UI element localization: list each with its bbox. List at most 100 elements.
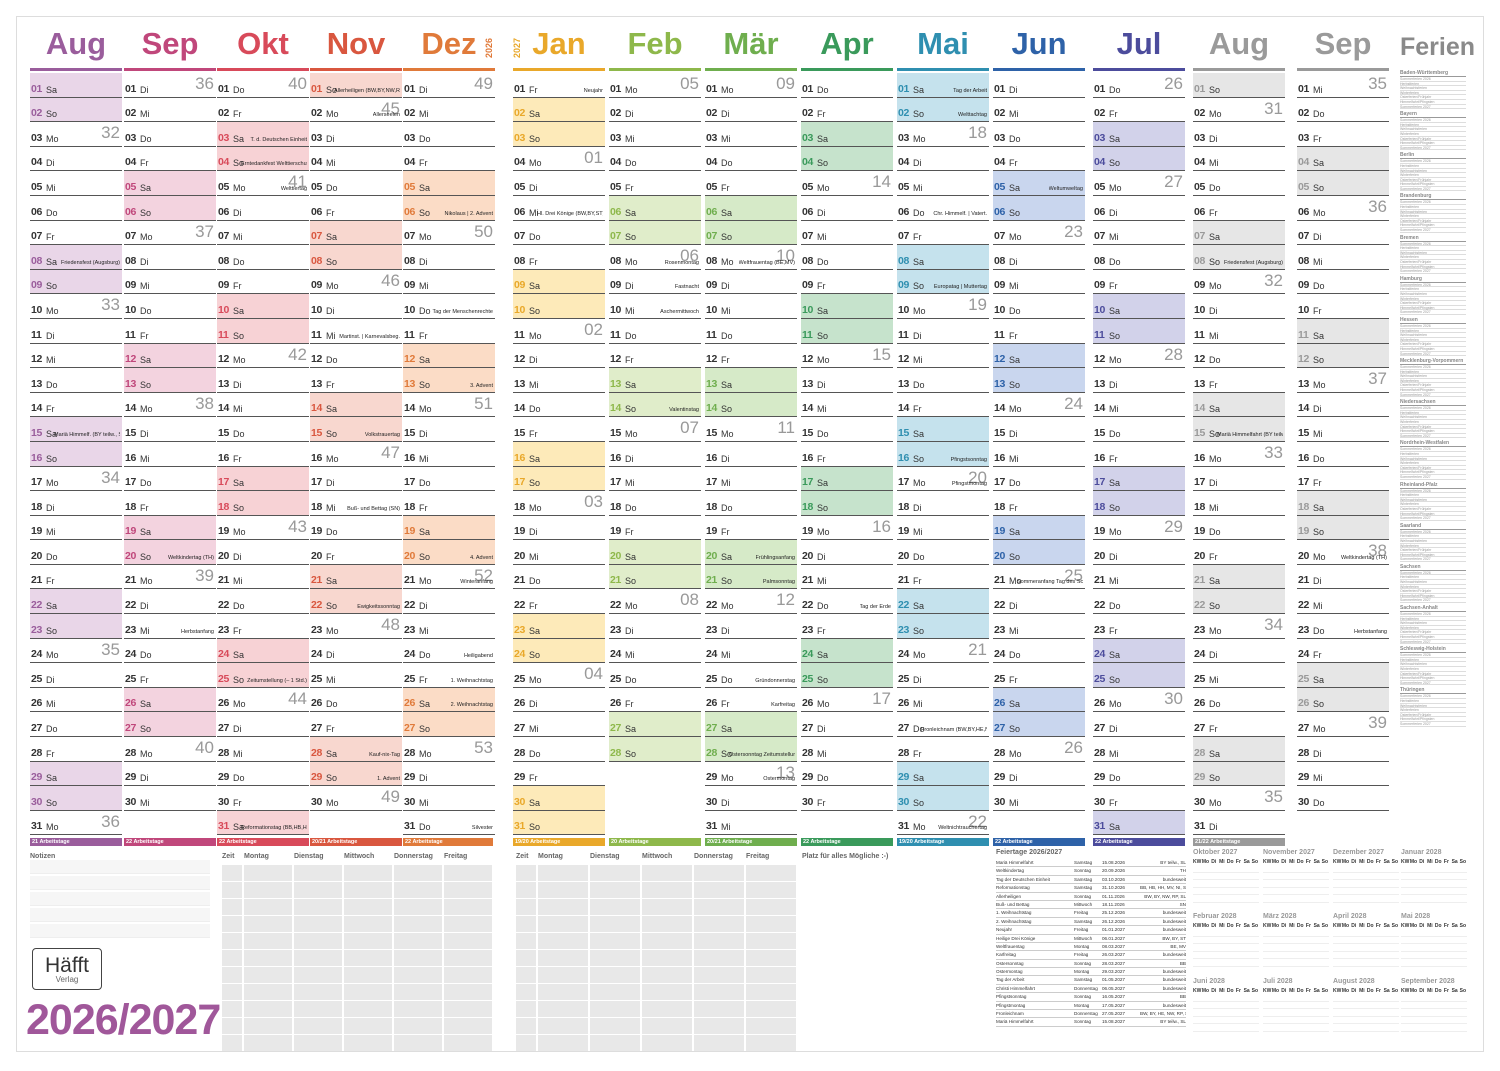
day-row: 31 Mi <box>705 811 797 836</box>
mini-calendar-cell <box>1234 931 1243 937</box>
day-row: 29 Sa <box>897 761 989 787</box>
holiday-label: Kauf-nix-Tag <box>369 751 400 758</box>
mini-calendar-cell <box>1279 897 1288 903</box>
mini-calendar-cell <box>1434 1026 1443 1032</box>
weekday-label: Di <box>625 109 634 120</box>
schedule-cell <box>746 1034 796 1051</box>
workdays-bar: 19/20 Arbeitstage <box>513 838 605 846</box>
day-number: 04 <box>404 156 416 169</box>
day-number: 10 <box>610 303 622 316</box>
day-number: 25 <box>31 672 43 685</box>
day-row: 29 Di <box>403 762 495 787</box>
weekday-label: Fr <box>233 797 242 808</box>
day-number: 08 <box>1298 254 1310 267</box>
mini-calendar-cell <box>1409 874 1418 880</box>
day-row: 08 Mi <box>1297 245 1389 270</box>
weekday-label: So <box>233 674 245 685</box>
weekday-label: Di <box>1109 379 1118 390</box>
mini-calendar-title: Februar 2028 <box>1193 913 1237 920</box>
feiertag-cell: Reformationstag <box>996 885 1030 891</box>
ferien-row: Sommerferien 2026 <box>1400 118 1466 123</box>
day-number: 07 <box>610 230 622 243</box>
weekday-label: Di <box>529 527 538 538</box>
day-number: 10 <box>994 303 1006 316</box>
day-number: 04 <box>218 156 230 169</box>
week-number: 08 <box>680 590 699 610</box>
note-line <box>30 860 210 874</box>
mini-calendar-head: Mo <box>1409 988 1418 994</box>
weekday-label: Mo <box>140 232 153 243</box>
mini-calendar-cell <box>1417 1018 1426 1024</box>
weekday-label: Sa <box>1209 404 1221 415</box>
day-row: 05 Mo 27 <box>1093 171 1185 196</box>
day-number: 04 <box>994 156 1006 169</box>
mini-calendar-cell <box>1417 931 1426 937</box>
ferien-row: Sommerferien 2026 <box>1400 653 1466 658</box>
ferien-row: Herbstferien <box>1400 658 1466 663</box>
day-row: 19 Di <box>513 516 605 541</box>
day-row: 14 Do <box>513 393 605 418</box>
week-number: 36 <box>1368 196 1387 216</box>
mini-calendar-cell <box>1357 1026 1367 1032</box>
workdays-bar: 20/21 Arbeitstage <box>705 838 797 846</box>
day-row: 22 Sa <box>30 589 122 615</box>
feiertag-cell: Samstag <box>1074 860 1093 865</box>
workdays-bar: 22 Arbeitstage <box>993 838 1085 846</box>
mini-calendar-cell <box>1450 867 1459 873</box>
weekday-label: Fr <box>721 527 730 538</box>
holiday-label: Welttachtag <box>958 112 987 119</box>
day-number: 09 <box>706 279 718 292</box>
day-row: 11 So <box>801 318 893 344</box>
mini-calendar-cell <box>1357 897 1367 903</box>
feiertag-row: Christi Himmelfahrt Donnerstag 06.05.2027 b… <box>996 985 1186 994</box>
mini-calendar-cell <box>1349 953 1358 959</box>
day-number: 09 <box>404 279 416 292</box>
weekday-label: Mi <box>140 109 150 120</box>
mini-calendar-cell <box>1341 867 1350 873</box>
mini-calendar-grid: KW Mo Di Mi Do Fr Sa So <box>1401 988 1467 1032</box>
mini-calendar-cell <box>1349 931 1358 937</box>
feiertag-cell: Sonntag <box>1074 960 1092 966</box>
mini-calendar-cell <box>1250 996 1259 1002</box>
ferien-states: Baden-Württemberg Sommerferien 2026 Herbst… <box>1400 70 1466 727</box>
mini-calendar-cell <box>1382 1011 1391 1017</box>
day-row: 12 Sa <box>124 343 216 369</box>
mini-calendar-cell <box>1271 946 1280 952</box>
weekday-label: Di <box>625 625 634 636</box>
holiday-label: Hl. Drei Könige (BW,BY,ST) <box>537 210 603 217</box>
haefft-logo: Häfft Verlag <box>32 948 102 990</box>
mini-calendar: September 2028 KW Mo Di Mi Do Fr Sa So <box>1401 978 1467 1032</box>
schedule-cell <box>590 1017 640 1034</box>
ferien-row: Sommerferien 2026 <box>1400 489 1466 494</box>
weekday-label: So <box>46 281 58 292</box>
mini-calendar-head: Mi <box>1289 923 1295 929</box>
mini-calendar-cell <box>1226 889 1235 895</box>
day-number: 12 <box>898 353 910 366</box>
day-number: 23 <box>1094 623 1106 636</box>
weekday-label: Di <box>326 305 335 316</box>
mini-calendar-title: August 2028 <box>1333 978 1375 985</box>
mini-calendar-head: KW <box>1263 859 1272 865</box>
mini-calendar-cell <box>1390 1003 1399 1009</box>
mini-calendar-cell <box>1263 1003 1272 1009</box>
ferien-row: Herbstferien <box>1400 699 1466 704</box>
weekday-label: Mi <box>419 797 429 808</box>
day-number: 24 <box>1094 648 1106 661</box>
mini-calendar-cell <box>1374 1018 1383 1024</box>
day-row: 12 So <box>1297 343 1389 369</box>
mini-calendar-cell <box>1242 1018 1251 1024</box>
mini-calendar-cell <box>1193 867 1202 873</box>
day-row: 04 Di <box>30 147 122 172</box>
mini-calendar-cell <box>1250 867 1259 873</box>
mini-calendar-cell <box>1271 867 1280 873</box>
mini-calendar-cell <box>1296 874 1305 880</box>
weekday-label: Sa <box>1009 182 1021 193</box>
weekday-label: Mi <box>1009 797 1019 808</box>
ferien-row: Osterferien/Frühjahr <box>1400 713 1466 718</box>
holiday-label: Reformationstag (BB,HB,HH,MV,NI,SN,SH,ST… <box>241 825 307 832</box>
mini-calendar-head: KW <box>1333 923 1342 929</box>
schedule-row <box>222 1000 494 1017</box>
month-sep-13: Sep 01 Mi 35 02 Do 03 Fr 04 Sa 05 So 06 Mo 36 07 Di 08 Mi 0… <box>1297 22 1389 842</box>
week-number: 39 <box>1368 713 1387 733</box>
day-row: 29 So <box>1193 761 1285 787</box>
